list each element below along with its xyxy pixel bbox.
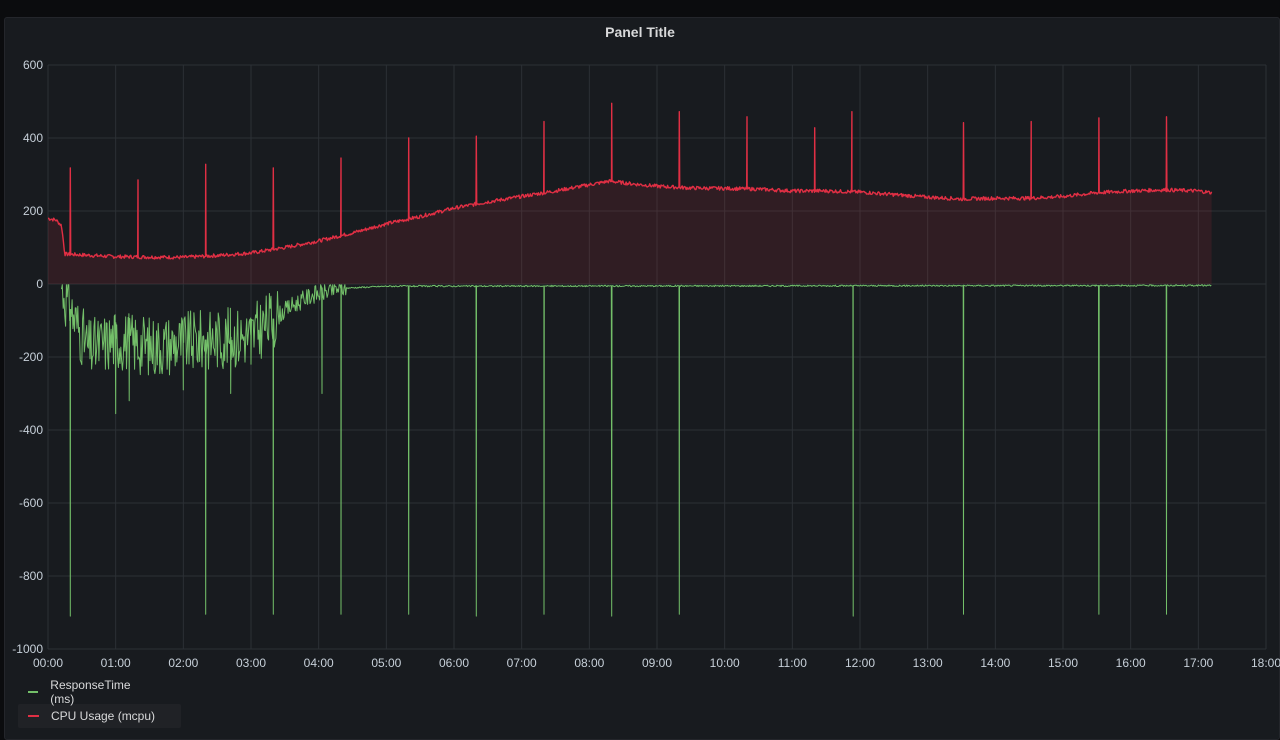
x-tick-label: 07:00: [507, 656, 537, 670]
y-axis-ticks: 600 400 200 0 -200 -400 -600 -800 -1000: [12, 58, 43, 656]
legend-label: ResponseTime (ms): [50, 678, 131, 706]
y-tick-label: -1000: [12, 642, 43, 656]
legend: ResponseTime (ms) CPU Usage (mcpu): [18, 678, 338, 728]
series-layer: [48, 102, 1213, 617]
x-tick-label: 03:00: [236, 656, 266, 670]
cpu-usage-area: [48, 103, 1212, 284]
y-tick-label: -400: [19, 423, 43, 437]
legend-swatch-green: [28, 691, 39, 693]
legend-item-response-time[interactable]: ResponseTime (ms): [18, 678, 161, 706]
legend-swatch-red: [28, 715, 39, 717]
x-tick-label: 09:00: [642, 656, 672, 670]
y-tick-label: -200: [19, 350, 43, 364]
y-tick-label: 0: [36, 277, 43, 291]
x-tick-label: 15:00: [1048, 656, 1078, 670]
x-tick-label: 04:00: [304, 656, 334, 670]
x-tick-label: 05:00: [371, 656, 401, 670]
x-tick-label: 11:00: [778, 656, 807, 670]
cpu-usage-line: [48, 102, 1213, 260]
x-tick-label: 12:00: [845, 656, 875, 670]
x-tick-label: 17:00: [1183, 656, 1213, 670]
x-tick-label: 10:00: [710, 656, 740, 670]
legend-label: CPU Usage (mcpu): [51, 709, 156, 723]
x-tick-label: 08:00: [574, 656, 604, 670]
x-tick-label: 14:00: [980, 656, 1010, 670]
x-tick-label: 01:00: [101, 656, 131, 670]
y-tick-label: -600: [19, 496, 43, 510]
x-tick-label: 06:00: [439, 656, 469, 670]
x-tick-label: 18:00: [1251, 656, 1280, 670]
response-time-line: [61, 284, 1212, 617]
x-tick-label: 16:00: [1116, 656, 1146, 670]
x-tick-label: 02:00: [168, 656, 198, 670]
panel-title[interactable]: Panel Title: [605, 24, 675, 40]
x-axis-ticks: 00:00 01:00 02:00 03:00 04:00 05:00 06:00 07:00…: [33, 656, 1280, 670]
y-tick-label: 200: [23, 204, 43, 218]
y-tick-label: 600: [23, 58, 43, 72]
y-tick-label: -800: [19, 569, 43, 583]
x-tick-label: 13:00: [913, 656, 943, 670]
legend-item-cpu-usage[interactable]: CPU Usage (mcpu): [18, 704, 181, 728]
x-tick-label: 00:00: [33, 656, 63, 670]
y-tick-label: 400: [23, 131, 43, 145]
